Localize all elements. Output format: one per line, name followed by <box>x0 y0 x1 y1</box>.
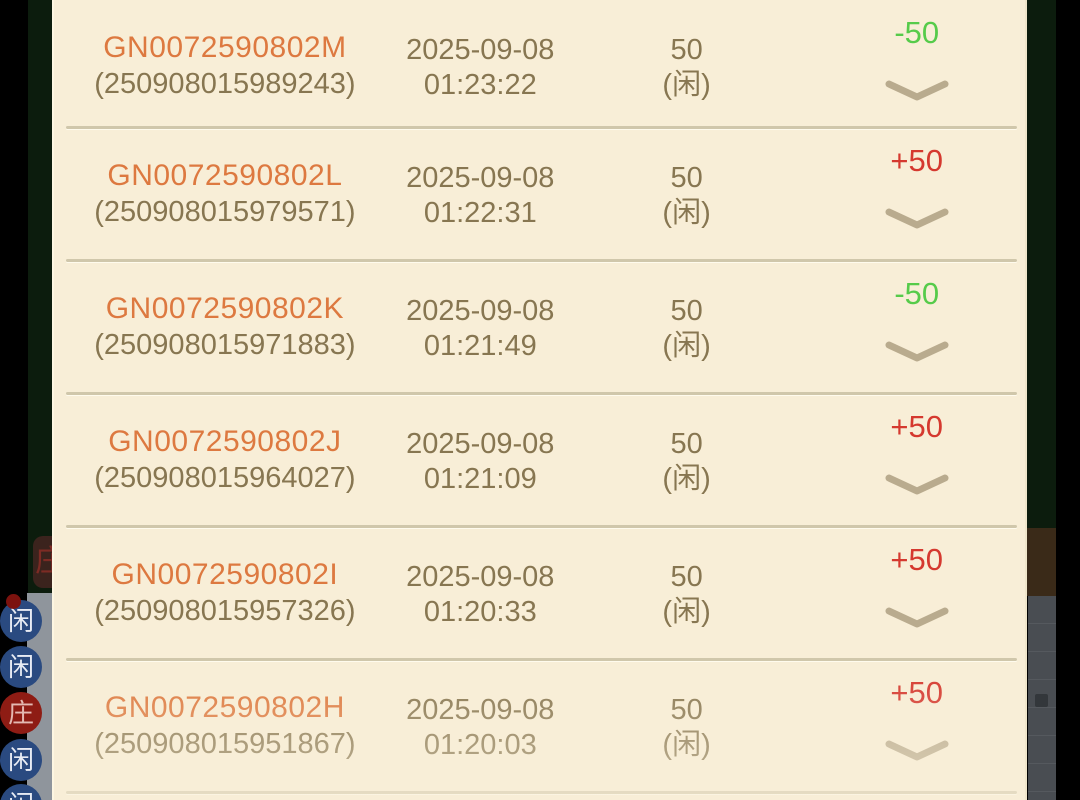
bet-date: 2025-09-08 <box>406 295 555 327</box>
bet-target: (闲) <box>662 729 711 761</box>
datetime-cell: 2025-09-08 01:22:31 <box>396 128 565 261</box>
chevron-down-icon[interactable] <box>884 738 950 764</box>
game-id-cell: GN0072590802L (250908015979571) <box>54 128 396 261</box>
result-cell: +50 <box>808 527 1025 660</box>
result-cell: +50 <box>808 660 1025 793</box>
datetime-cell: 2025-09-08 01:21:49 <box>396 261 565 394</box>
bet-date: 2025-09-08 <box>406 561 555 593</box>
result-amount: +50 <box>890 409 944 444</box>
game-id: GN0072590802M <box>103 31 347 64</box>
game-id-cell: GN0072590802M (250908015989243) <box>54 0 396 128</box>
bet-time: 01:22:31 <box>423 197 537 229</box>
serial-number: (250908015971883) <box>94 329 356 361</box>
bet-target: (闲) <box>662 596 711 628</box>
serial-number: (250908015979571) <box>94 196 356 228</box>
result-amount: -50 <box>894 276 940 311</box>
datetime-cell: 2025-09-08 01:21:09 <box>396 394 565 527</box>
bet-time: 01:20:33 <box>423 596 537 628</box>
bet-target: (闲) <box>662 197 711 229</box>
player-result-icon[interactable]: 闲 <box>0 646 42 688</box>
serial-number: (250908015951867) <box>94 728 356 760</box>
result-amount: +50 <box>890 143 944 178</box>
marker-dot-holder <box>0 594 42 642</box>
stake-cell: 50 (闲) <box>565 660 809 793</box>
datetime-cell: 2025-09-08 01:20:33 <box>396 527 565 660</box>
stake-amount: 50 <box>670 561 703 593</box>
history-row[interactable]: GN0072590802K (250908015971883) 2025-09-… <box>54 261 1025 395</box>
bet-time: 01:20:03 <box>423 729 537 761</box>
stake-amount: 50 <box>670 428 703 460</box>
history-row[interactable]: GN0072590802J (250908015964027) 2025-09-… <box>54 394 1025 528</box>
roadmap-grid <box>1028 596 1056 800</box>
result-amount: +50 <box>890 675 944 710</box>
stake-cell: 50 (闲) <box>565 128 809 261</box>
bet-date: 2025-09-08 <box>406 34 555 66</box>
background-app-left: 庄 闲 闲 庄 闲 闲 <box>0 0 67 800</box>
result-cell: -50 <box>808 261 1025 394</box>
player-result-icon[interactable]: 闲 <box>0 784 42 800</box>
bet-target: (闲) <box>662 330 711 362</box>
game-id-cell: GN0072590802K (250908015971883) <box>54 261 396 394</box>
stake-cell: 50 (闲) <box>565 394 809 527</box>
bet-time: 01:21:49 <box>423 330 537 362</box>
game-table-edge <box>1026 0 1056 530</box>
stake-amount: 50 <box>670 34 703 66</box>
game-id-cell: GN0072590802H (250908015951867) <box>54 660 396 793</box>
game-id-cell: GN0072590802I (250908015957326) <box>54 527 396 660</box>
game-id-cell: GN0072590802J (250908015964027) <box>54 394 396 527</box>
game-id: GN0072590802J <box>108 425 342 458</box>
result-cell: +50 <box>808 128 1025 261</box>
chevron-down-icon[interactable] <box>884 206 950 232</box>
game-id: GN0072590802H <box>104 691 345 724</box>
bet-time: 01:21:09 <box>423 463 537 495</box>
chevron-down-icon[interactable] <box>884 605 950 631</box>
serial-number: (250908015964027) <box>94 462 356 494</box>
background-panel-edge <box>1026 528 1056 596</box>
bet-date: 2025-09-08 <box>406 428 555 460</box>
bet-target: (闲) <box>662 69 711 101</box>
banker-result-icon[interactable]: 庄 <box>0 692 42 734</box>
result-amount: -50 <box>894 15 940 50</box>
roadmap-mark-icon <box>1035 694 1048 707</box>
bet-time: 01:23:22 <box>423 69 537 101</box>
game-id: GN0072590802K <box>105 292 345 325</box>
chevron-down-icon[interactable] <box>884 472 950 498</box>
stake-cell: 50 (闲) <box>565 261 809 394</box>
history-row[interactable]: GN0072590802I (250908015957326) 2025-09-… <box>54 527 1025 661</box>
bet-history-panel: GN0072590802M (250908015989243) 2025-09-… <box>52 0 1027 800</box>
game-id: GN0072590802I <box>111 558 339 591</box>
bet-target: (闲) <box>662 463 711 495</box>
background-app-right <box>1026 0 1080 800</box>
datetime-cell: 2025-09-08 01:23:22 <box>396 0 565 128</box>
chevron-down-icon[interactable] <box>884 339 950 365</box>
stake-amount: 50 <box>670 694 703 726</box>
stake-cell: 50 (闲) <box>565 527 809 660</box>
history-row[interactable]: GN0072590802L (250908015979571) 2025-09-… <box>54 128 1025 262</box>
chevron-down-icon[interactable] <box>884 78 950 104</box>
stake-amount: 50 <box>670 295 703 327</box>
stake-cell: 50 (闲) <box>565 0 809 128</box>
history-row[interactable]: GN0072590802H (250908015951867) 2025-09-… <box>54 660 1025 794</box>
serial-number: (250908015989243) <box>94 68 356 100</box>
serial-number: (250908015957326) <box>94 595 356 627</box>
datetime-cell: 2025-09-08 01:20:03 <box>396 660 565 793</box>
history-row[interactable]: GN0072590802M (250908015989243) 2025-09-… <box>54 0 1025 129</box>
game-id: GN0072590802L <box>107 159 343 192</box>
result-cell: -50 <box>808 0 1025 128</box>
stake-amount: 50 <box>670 162 703 194</box>
player-result-icon[interactable]: 闲 <box>0 739 42 781</box>
bet-date: 2025-09-08 <box>406 162 555 194</box>
result-amount: +50 <box>890 542 944 577</box>
bet-date: 2025-09-08 <box>406 694 555 726</box>
result-cell: +50 <box>808 394 1025 527</box>
